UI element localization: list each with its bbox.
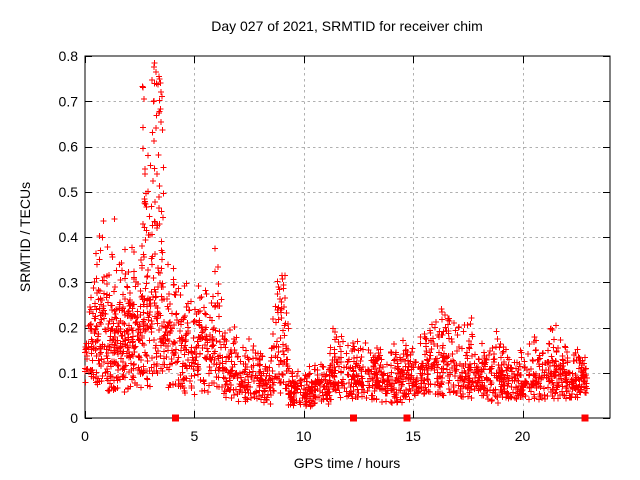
- scatter-series: [82, 60, 590, 410]
- axis-event-square: [403, 414, 411, 422]
- axis-event-square: [171, 414, 179, 422]
- chart-labels: Day 027 of 2021, SRMTID for receiver chi…: [17, 18, 530, 471]
- scatter-points-plus-markers: [82, 60, 590, 410]
- chart-title: Day 027 of 2021, SRMTID for receiver chi…: [211, 18, 483, 34]
- x-axis-label: GPS time / hours: [294, 455, 401, 471]
- x-tick-labels: 0 5 10 15 20: [81, 428, 530, 444]
- x-tick-label: 5: [190, 428, 198, 444]
- y-tick-label: 0: [70, 410, 78, 426]
- y-tick-label: 0.3: [59, 274, 79, 290]
- x-tick-label: 0: [81, 428, 89, 444]
- y-tick-label: 0.7: [59, 93, 79, 109]
- axis-event-square: [581, 414, 589, 422]
- y-tick-label: 0.8: [59, 48, 79, 64]
- y-tick-label: 0.1: [59, 365, 79, 381]
- axis-event-square: [350, 414, 358, 422]
- x-tick-label: 10: [296, 428, 312, 444]
- y-tick-label: 0.5: [59, 184, 79, 200]
- y-tick-label: 0.2: [59, 320, 79, 336]
- y-axis-label: SRMTID / TECUs: [17, 182, 33, 292]
- x-tick-label: 15: [405, 428, 421, 444]
- y-tick-labels: 0 0.1 0.2 0.3 0.4 0.5 0.6 0.7 0.8: [59, 48, 79, 426]
- plot-border: [84, 55, 611, 419]
- y-tick-label: 0.6: [59, 139, 79, 155]
- y-tick-label: 0.4: [59, 229, 79, 245]
- axis-event-markers: [171, 414, 589, 422]
- x-tick-label: 20: [515, 428, 531, 444]
